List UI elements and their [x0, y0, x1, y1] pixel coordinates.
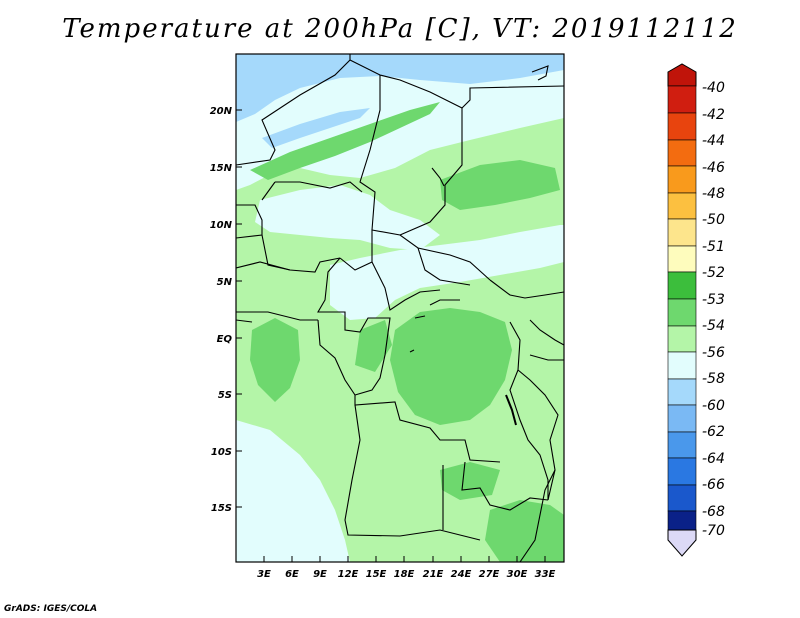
colorbar-top-arrow	[667, 63, 697, 87]
colorbar-label: -53	[702, 292, 725, 308]
lat-label: 5N	[217, 277, 233, 288]
map-frame	[235, 53, 565, 563]
colorbar-label: -60	[702, 398, 725, 414]
lat-label: 15N	[210, 163, 233, 174]
field-pale-center	[330, 225, 564, 320]
colorbar-swatch	[667, 484, 697, 512]
lon-label: 3E	[257, 569, 271, 580]
lon-label: 30E	[507, 569, 528, 580]
field-pale-south	[236, 420, 350, 562]
colorbar-label: -50	[702, 212, 725, 228]
colorbar-swatch	[667, 192, 697, 220]
colorbar-swatch	[667, 298, 697, 327]
colorbar-label: -42	[702, 107, 725, 123]
software-credit: GrADS: IGES/COLA	[4, 604, 98, 614]
colorbar-label: -64	[702, 451, 725, 467]
colorbar-label: -44	[702, 133, 725, 149]
field-blue-north	[236, 54, 564, 122]
colorbar-label: -46	[702, 160, 725, 176]
field-green-southeast	[485, 500, 564, 562]
country-borders	[236, 54, 564, 562]
colorbar-swatch	[667, 404, 697, 433]
map-title: Temperature at 200hPa [C], VT: 201911211…	[62, 14, 738, 44]
colorbar-label: -56	[702, 345, 725, 361]
colorbar-swatch	[667, 351, 697, 380]
colorbar-swatch	[667, 165, 697, 194]
colorbar-label: -51	[702, 239, 725, 255]
lon-label: 15E	[366, 569, 387, 580]
lat-label: 20N	[210, 106, 233, 117]
colorbar-swatch	[667, 271, 697, 300]
lat-label: 15S	[211, 503, 232, 514]
colorbar-swatch	[667, 325, 697, 353]
colorbar-swatch	[667, 510, 697, 531]
field-green-west	[250, 318, 300, 402]
lon-label: 24E	[451, 569, 472, 580]
longitude-labels: 3E 6E 9E 12E 15E 18E 21E 24E 27E 30E 33E	[257, 569, 555, 580]
field-green-band-north	[250, 102, 440, 180]
field-blue-streak	[262, 108, 370, 148]
lat-label: 10S	[211, 447, 232, 458]
axis-ticks	[236, 109, 546, 562]
lat-label: 5S	[218, 390, 232, 401]
colorbar-swatch	[667, 112, 697, 141]
colorbar-legend: -40 -42 -44 -46 -48 -50 -51 -52 -53 -54 …	[667, 63, 725, 557]
lat-label: 10N	[210, 220, 233, 231]
lat-label: EQ	[217, 334, 233, 345]
field-green-small-2	[440, 462, 500, 500]
lon-label: 9E	[313, 569, 327, 580]
lon-label: 27E	[479, 569, 500, 580]
colorbar-label: -70	[702, 523, 725, 539]
colorbar-swatch	[667, 378, 697, 406]
colorbar-label: -66	[702, 477, 725, 493]
latitude-labels: 20N 15N 10N 5N EQ 5S 10S 15S	[210, 106, 233, 514]
lon-label: 12E	[338, 569, 359, 580]
temperature-field	[236, 54, 564, 562]
lon-label: 6E	[285, 569, 299, 580]
colorbar-label: -58	[702, 371, 725, 387]
colorbar-label: -68	[702, 504, 725, 520]
colorbar-label: -52	[702, 265, 725, 281]
field-green-east	[440, 160, 560, 210]
colorbar-swatch	[667, 245, 697, 273]
lon-label: 33E	[535, 569, 556, 580]
colorbar-swatch	[667, 139, 697, 167]
lon-label: 18E	[394, 569, 415, 580]
field-green-congo	[390, 308, 512, 425]
colorbar-bottom-arrow	[667, 529, 697, 557]
colorbar-label: -48	[702, 186, 725, 202]
colorbar-swatch	[667, 457, 697, 486]
colorbar-swatch	[667, 85, 697, 114]
field-green-small-1	[355, 320, 392, 372]
lon-label: 21E	[423, 569, 444, 580]
colorbar-label: -62	[702, 424, 725, 440]
colorbar-label: -40	[702, 80, 725, 96]
colorbar-label: -54	[702, 318, 725, 334]
colorbar-swatch	[667, 431, 697, 459]
colorbar-swatch	[667, 218, 697, 247]
